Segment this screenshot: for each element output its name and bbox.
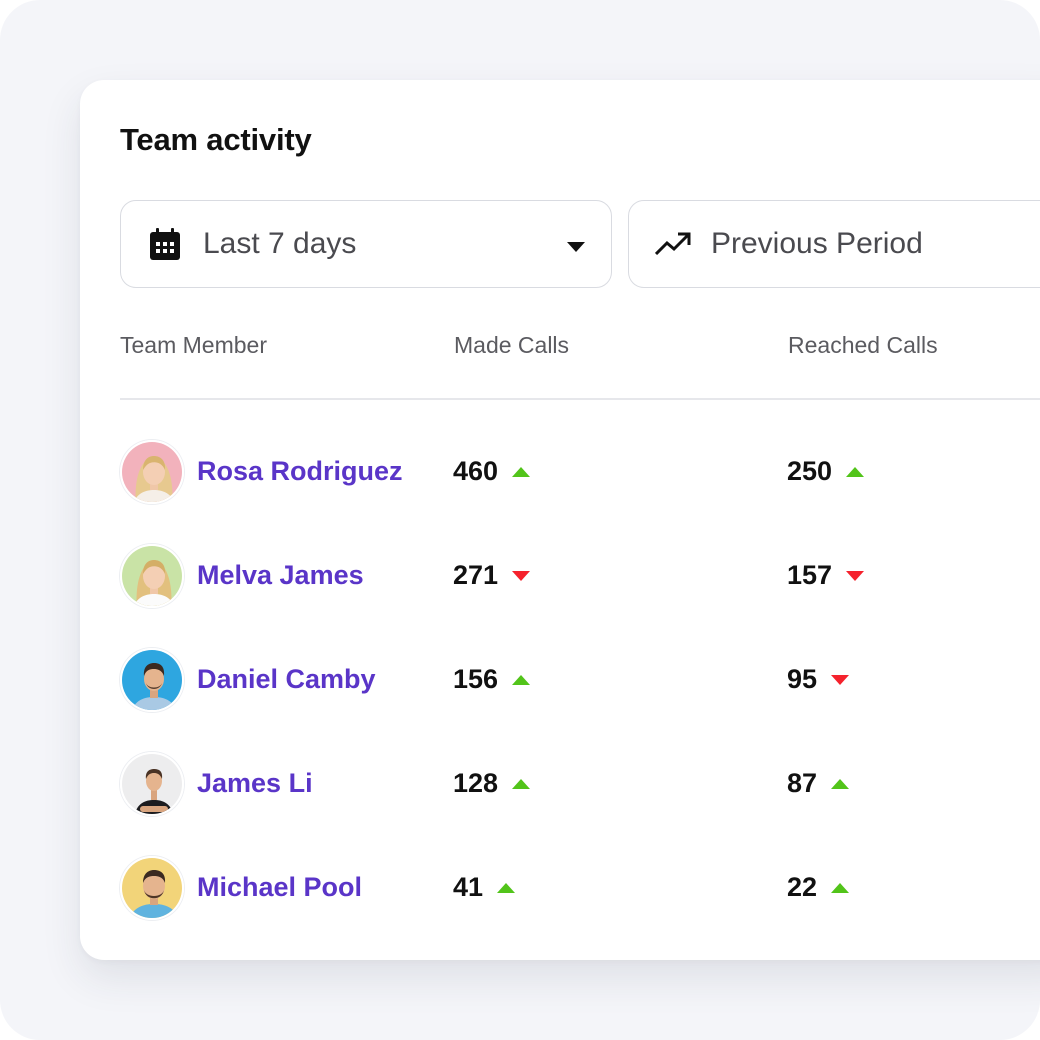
trend-up-icon	[846, 466, 865, 477]
member-name[interactable]: Rosa Rodriguez	[197, 456, 403, 486]
reached-calls-value: 157	[787, 560, 833, 590]
trend-down-icon	[846, 570, 865, 581]
table-row[interactable]: Melva James 271 157	[120, 544, 1040, 608]
made-calls-value: 41	[453, 872, 484, 902]
reached-calls-cell: 22	[787, 872, 850, 903]
avatar	[120, 544, 184, 608]
table-row[interactable]: Michael Pool 41 22	[120, 856, 1040, 920]
reached-calls-cell: 157	[787, 560, 865, 591]
avatar	[120, 856, 184, 920]
avatar	[120, 752, 184, 816]
reached-calls-cell: 87	[787, 768, 850, 799]
member-name[interactable]: Daniel Camby	[197, 664, 376, 694]
member-name[interactable]: Michael Pool	[197, 872, 363, 902]
reached-calls-value: 95	[787, 664, 818, 694]
calendar-icon	[147, 226, 183, 262]
reached-calls-value: 250	[787, 456, 833, 486]
trend-up-icon	[512, 778, 531, 789]
made-calls-value: 460	[453, 456, 499, 486]
made-calls-cell: 271	[453, 560, 531, 591]
member-name[interactable]: Melva James	[197, 560, 364, 590]
trend-up-icon	[831, 778, 850, 789]
comparison-dropdown[interactable]: Previous Period	[628, 200, 1040, 288]
table-row[interactable]: James Li 128 87	[120, 752, 1040, 816]
made-calls-value: 271	[453, 560, 499, 590]
trend-up-icon	[512, 466, 531, 477]
table-row[interactable]: Daniel Camby 156 95	[120, 648, 1040, 712]
avatar	[120, 648, 184, 712]
trending-up-icon	[655, 226, 691, 262]
comparison-dropdown-value: Previous Period	[711, 227, 923, 260]
team-activity-card: Team activity Last 7 days	[80, 80, 1040, 960]
avatar	[120, 440, 184, 504]
trend-down-icon	[512, 570, 531, 581]
chevron-down-icon	[567, 239, 585, 257]
widget-title: Team activity	[120, 122, 312, 157]
reached-calls-value: 87	[787, 768, 818, 798]
column-header-made-calls[interactable]: Made Calls	[454, 332, 570, 358]
trend-up-icon	[497, 882, 516, 893]
period-dropdown[interactable]: Last 7 days	[120, 200, 612, 288]
trend-up-icon	[831, 882, 850, 893]
table-row[interactable]: Rosa Rodriguez 460 250	[120, 440, 1040, 504]
member-name[interactable]: James Li	[197, 768, 313, 798]
made-calls-cell: 156	[453, 664, 531, 695]
reached-calls-cell: 95	[787, 664, 850, 695]
trend-up-icon	[512, 674, 531, 685]
reached-calls-cell: 250	[787, 456, 865, 487]
column-header-team-member[interactable]: Team Member	[120, 332, 267, 358]
table-header: Team Member Made Calls Reached Calls	[120, 330, 1040, 400]
column-header-reached-calls[interactable]: Reached Calls	[788, 332, 938, 358]
made-calls-value: 156	[453, 664, 499, 694]
made-calls-cell: 128	[453, 768, 531, 799]
made-calls-cell: 460	[453, 456, 531, 487]
made-calls-value: 128	[453, 768, 499, 798]
reached-calls-value: 22	[787, 872, 818, 902]
period-dropdown-value: Last 7 days	[203, 227, 357, 260]
trend-down-icon	[831, 674, 850, 685]
made-calls-cell: 41	[453, 872, 516, 903]
